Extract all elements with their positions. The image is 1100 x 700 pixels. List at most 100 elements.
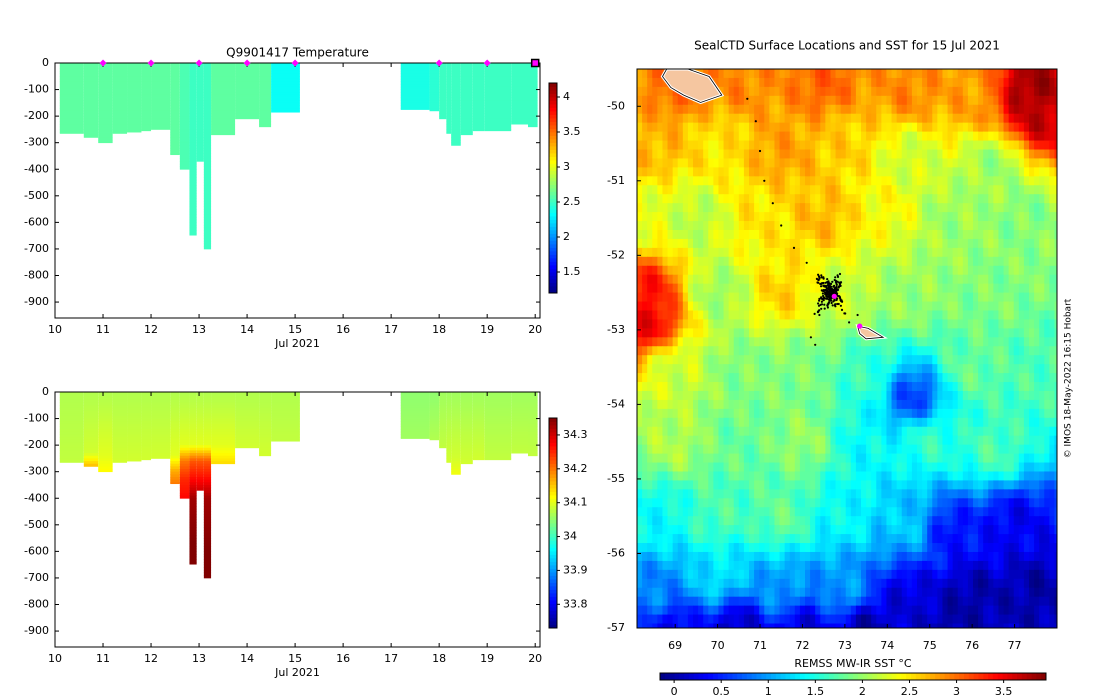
sst-cell xyxy=(937,69,943,79)
profile-cell xyxy=(235,439,260,443)
sst-cell xyxy=(728,185,735,195)
profile-cell xyxy=(189,153,197,157)
profile-cell xyxy=(460,402,473,406)
sst-cell xyxy=(998,104,1005,115)
sst-cell xyxy=(1029,185,1035,195)
sst-cell xyxy=(1054,77,1058,88)
sst-cell xyxy=(815,390,821,401)
sst-cell xyxy=(947,256,954,267)
colorbar-segment xyxy=(549,526,557,531)
profile-cell xyxy=(59,81,84,85)
sst-cell xyxy=(672,283,679,294)
sst-cell xyxy=(693,283,699,294)
sst-cell xyxy=(973,131,979,142)
profile-cell xyxy=(179,110,190,114)
profile-cell xyxy=(203,556,212,560)
sst-cell xyxy=(718,158,725,168)
sst-cell xyxy=(978,256,984,267)
sst-cell xyxy=(993,212,999,222)
profile-cell xyxy=(112,418,128,422)
sst-cell xyxy=(1044,149,1050,159)
sst-cell xyxy=(1013,364,1020,374)
sst-cell xyxy=(754,274,760,285)
sst-cell xyxy=(769,176,775,186)
sst-cell xyxy=(1054,301,1058,311)
profile-cell xyxy=(451,429,461,433)
profile-cell xyxy=(141,439,152,443)
profile-cell xyxy=(235,397,260,401)
profile-cell xyxy=(196,68,204,72)
profile-cell xyxy=(472,84,485,88)
sst-cell xyxy=(698,355,704,365)
sst-cell xyxy=(743,95,750,106)
profile-cell xyxy=(439,116,447,120)
profile-cell xyxy=(189,193,197,197)
sst-cell xyxy=(927,212,933,222)
x-axis-label: Jul 2021 xyxy=(274,666,320,679)
sst-cell xyxy=(886,122,893,133)
sst-cell xyxy=(687,185,694,195)
colorbar-segment xyxy=(549,509,557,513)
sst-cell xyxy=(642,247,648,258)
profile-cell xyxy=(203,434,212,438)
profile-cell xyxy=(451,437,461,441)
profile-cell xyxy=(151,124,171,128)
sst-cell xyxy=(942,95,949,106)
sst-cell xyxy=(647,158,653,168)
profile-cell xyxy=(259,102,272,106)
profile-cell xyxy=(511,418,528,422)
sst-cell xyxy=(743,256,750,267)
sst-cell xyxy=(835,194,842,204)
profile-cell xyxy=(211,94,236,98)
sst-cell xyxy=(733,221,740,231)
sst-cell xyxy=(810,319,816,329)
sst-cell xyxy=(754,390,760,401)
profile-cell xyxy=(211,413,236,417)
sst-cell xyxy=(957,265,964,276)
sst-cell xyxy=(896,176,903,186)
profile-cell xyxy=(170,421,180,425)
sst-cell xyxy=(1023,221,1030,231)
sst-cell xyxy=(667,113,674,124)
profile-cell xyxy=(98,89,113,93)
sst-cell xyxy=(881,158,887,168)
sst-cell xyxy=(728,122,735,133)
profile-cell xyxy=(141,450,152,454)
sst-cell xyxy=(1054,122,1058,133)
profile-cell xyxy=(451,63,461,67)
sst-cell xyxy=(983,185,989,195)
sst-cell xyxy=(698,212,704,222)
sst-cell xyxy=(647,337,653,347)
sst-cell xyxy=(967,69,974,79)
profile-cell xyxy=(211,405,236,409)
colorbar-segment xyxy=(549,565,557,569)
sst-cell xyxy=(871,229,877,240)
profile-cell xyxy=(235,78,260,82)
profile-cell xyxy=(203,118,212,122)
profile-cell xyxy=(271,402,300,406)
sst-cell xyxy=(891,256,898,267)
sst-cell xyxy=(774,203,781,213)
sst-cell xyxy=(779,301,786,311)
sst-cell xyxy=(1029,122,1035,133)
sst-cell xyxy=(845,337,852,347)
sst-cell xyxy=(845,274,852,285)
sst-cell xyxy=(1003,122,1010,133)
sst-cell xyxy=(881,310,887,320)
sst-cell xyxy=(784,310,791,320)
sst-cell xyxy=(922,176,928,186)
sst-cell xyxy=(896,221,903,231)
profile-cell xyxy=(460,447,473,451)
profile-cell xyxy=(170,450,180,454)
sst-cell xyxy=(789,373,796,383)
sst-cell xyxy=(830,104,837,115)
sst-cell xyxy=(906,140,913,150)
sst-cell xyxy=(687,265,694,276)
sst-cell xyxy=(733,382,740,392)
profile-cell xyxy=(189,482,197,486)
sst-cell xyxy=(662,131,669,142)
profile-cell xyxy=(429,70,440,75)
sst-cell xyxy=(896,122,903,133)
sst-cell xyxy=(713,319,719,329)
sst-cell xyxy=(1008,301,1015,311)
